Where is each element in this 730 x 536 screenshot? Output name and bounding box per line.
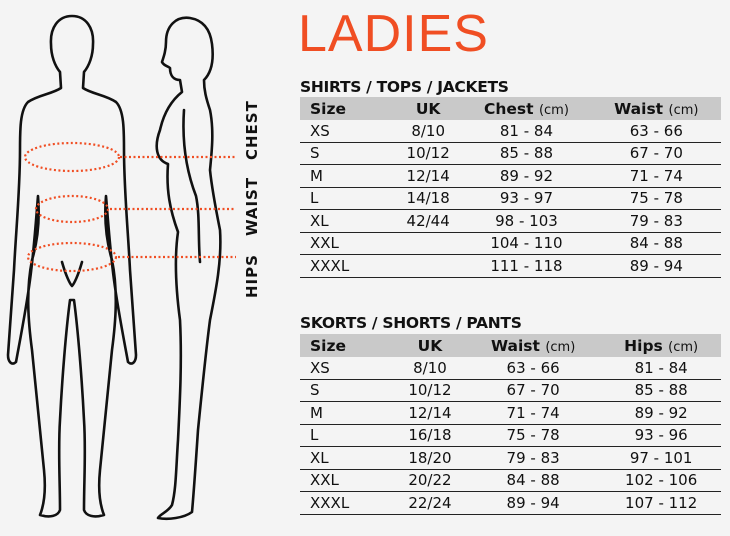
table-row: XXL 20/22 84 - 88 102 - 106 [300,469,721,492]
waist-label: WAIST [243,176,261,236]
column-header-uk: UK [395,334,465,357]
column-header-size: Size [300,334,395,357]
table-cell: 89 - 92 [601,401,721,425]
table-cell: 84 - 88 [591,232,721,255]
table-cell: 79 - 83 [464,446,602,470]
page-title: LADIES [298,5,489,63]
table-cell: 81 - 84 [601,357,721,380]
table-cell: 89 - 94 [591,254,721,278]
column-header-waist: Waist (cm) [591,97,721,120]
table-cell: 81 - 84 [461,120,592,143]
table-row: M 12/14 89 - 92 71 - 74 [300,164,721,188]
table-row: L 14/18 93 - 97 75 - 78 [300,187,721,210]
table-cell: 93 - 97 [461,187,592,210]
table-cell: 22/24 [395,491,465,515]
bottoms-size-table: Size UK Waist (cm) Hips (cm) XS 8/10 63 - … [300,334,721,515]
table-row: XXXL 22/24 89 - 94 107 - 112 [300,491,721,515]
table-row: XXXL 111 - 118 89 - 94 [300,254,721,278]
front-body-outline [6,14,138,518]
table-cell: 10/12 [395,142,462,165]
column-header-uk: UK [395,97,462,120]
table-header-row: Size UK Chest (cm) Waist (cm) [300,97,721,120]
table-cell: 75 - 78 [591,187,721,210]
table-cell [395,254,462,278]
table-cell: 85 - 88 [461,142,592,165]
table-cell: S [300,379,395,402]
table-cell: L [300,187,395,210]
table-row: XXL 104 - 110 84 - 88 [300,232,721,255]
table-cell: XS [300,120,395,143]
table-cell: S [300,142,395,165]
tops-heading: SHIRTS / TOPS / JACKETS [300,78,509,96]
table-cell: 93 - 96 [601,424,721,447]
chest-measure-ellipse [23,141,121,173]
hips-label: HIPS [243,254,261,298]
table-cell: XL [300,446,395,470]
table-cell: 18/20 [395,446,465,470]
column-header-size: Size [300,97,395,120]
table-cell: M [300,164,395,188]
table-cell: 63 - 66 [591,120,721,143]
table-row: S 10/12 85 - 88 67 - 70 [300,142,721,165]
chest-label: CHEST [243,100,261,160]
table-cell: XS [300,357,395,380]
table-row: L 16/18 75 - 78 93 - 96 [300,424,721,447]
table-cell: 67 - 70 [591,142,721,165]
table-row: S 10/12 67 - 70 85 - 88 [300,379,721,402]
table-cell: XXXL [300,491,395,515]
table-row: XL 18/20 79 - 83 97 - 101 [300,446,721,470]
table-cell [395,232,462,255]
table-row: XS 8/10 81 - 84 63 - 66 [300,120,721,143]
table-cell: 8/10 [395,120,462,143]
side-body-outline [155,16,222,521]
column-header-waist: Waist (cm) [464,334,602,357]
table-cell: 75 - 78 [464,424,602,447]
table-cell: 12/14 [395,401,465,425]
table-cell: XL [300,209,395,233]
table-cell: 97 - 101 [601,446,721,470]
hips-measure-ellipse [26,241,118,273]
table-cell: 16/18 [395,424,465,447]
table-cell: XXL [300,469,395,492]
waist-measure-ellipse [34,194,110,224]
table-cell: 63 - 66 [464,357,602,380]
table-cell: M [300,401,395,425]
table-cell: 79 - 83 [591,209,721,233]
table-cell: 111 - 118 [461,254,592,278]
table-cell: XXXL [300,254,395,278]
table-row: XS 8/10 63 - 66 81 - 84 [300,357,721,380]
column-header-hips: Hips (cm) [601,334,721,357]
table-cell: 107 - 112 [601,491,721,515]
table-cell: 14/18 [395,187,462,210]
table-cell: 104 - 110 [461,232,592,255]
table-row: XL 42/44 98 - 103 79 - 83 [300,209,721,233]
table-cell: 84 - 88 [464,469,602,492]
table-cell: XXL [300,232,395,255]
bottoms-heading: SKORTS / SHORTS / PANTS [300,314,522,332]
table-cell: 89 - 94 [464,491,602,515]
table-cell: 71 - 74 [464,401,602,425]
table-cell: 10/12 [395,379,465,402]
table-cell: 42/44 [395,209,462,233]
table-cell: 67 - 70 [464,379,602,402]
table-cell: L [300,424,395,447]
tops-size-table: Size UK Chest (cm) Waist (cm) XS 8/10 81 -… [300,97,721,278]
table-cell: 102 - 106 [601,469,721,492]
table-cell: 71 - 74 [591,164,721,188]
table-cell: 98 - 103 [461,209,592,233]
table-header-row: Size UK Waist (cm) Hips (cm) [300,334,721,357]
table-cell: 12/14 [395,164,462,188]
table-cell: 85 - 88 [601,379,721,402]
table-cell: 20/22 [395,469,465,492]
table-row: M 12/14 71 - 74 89 - 92 [300,401,721,425]
table-cell: 89 - 92 [461,164,592,188]
body-figures-illustration [6,14,236,521]
table-cell: 8/10 [395,357,465,380]
column-header-chest: Chest (cm) [461,97,592,120]
